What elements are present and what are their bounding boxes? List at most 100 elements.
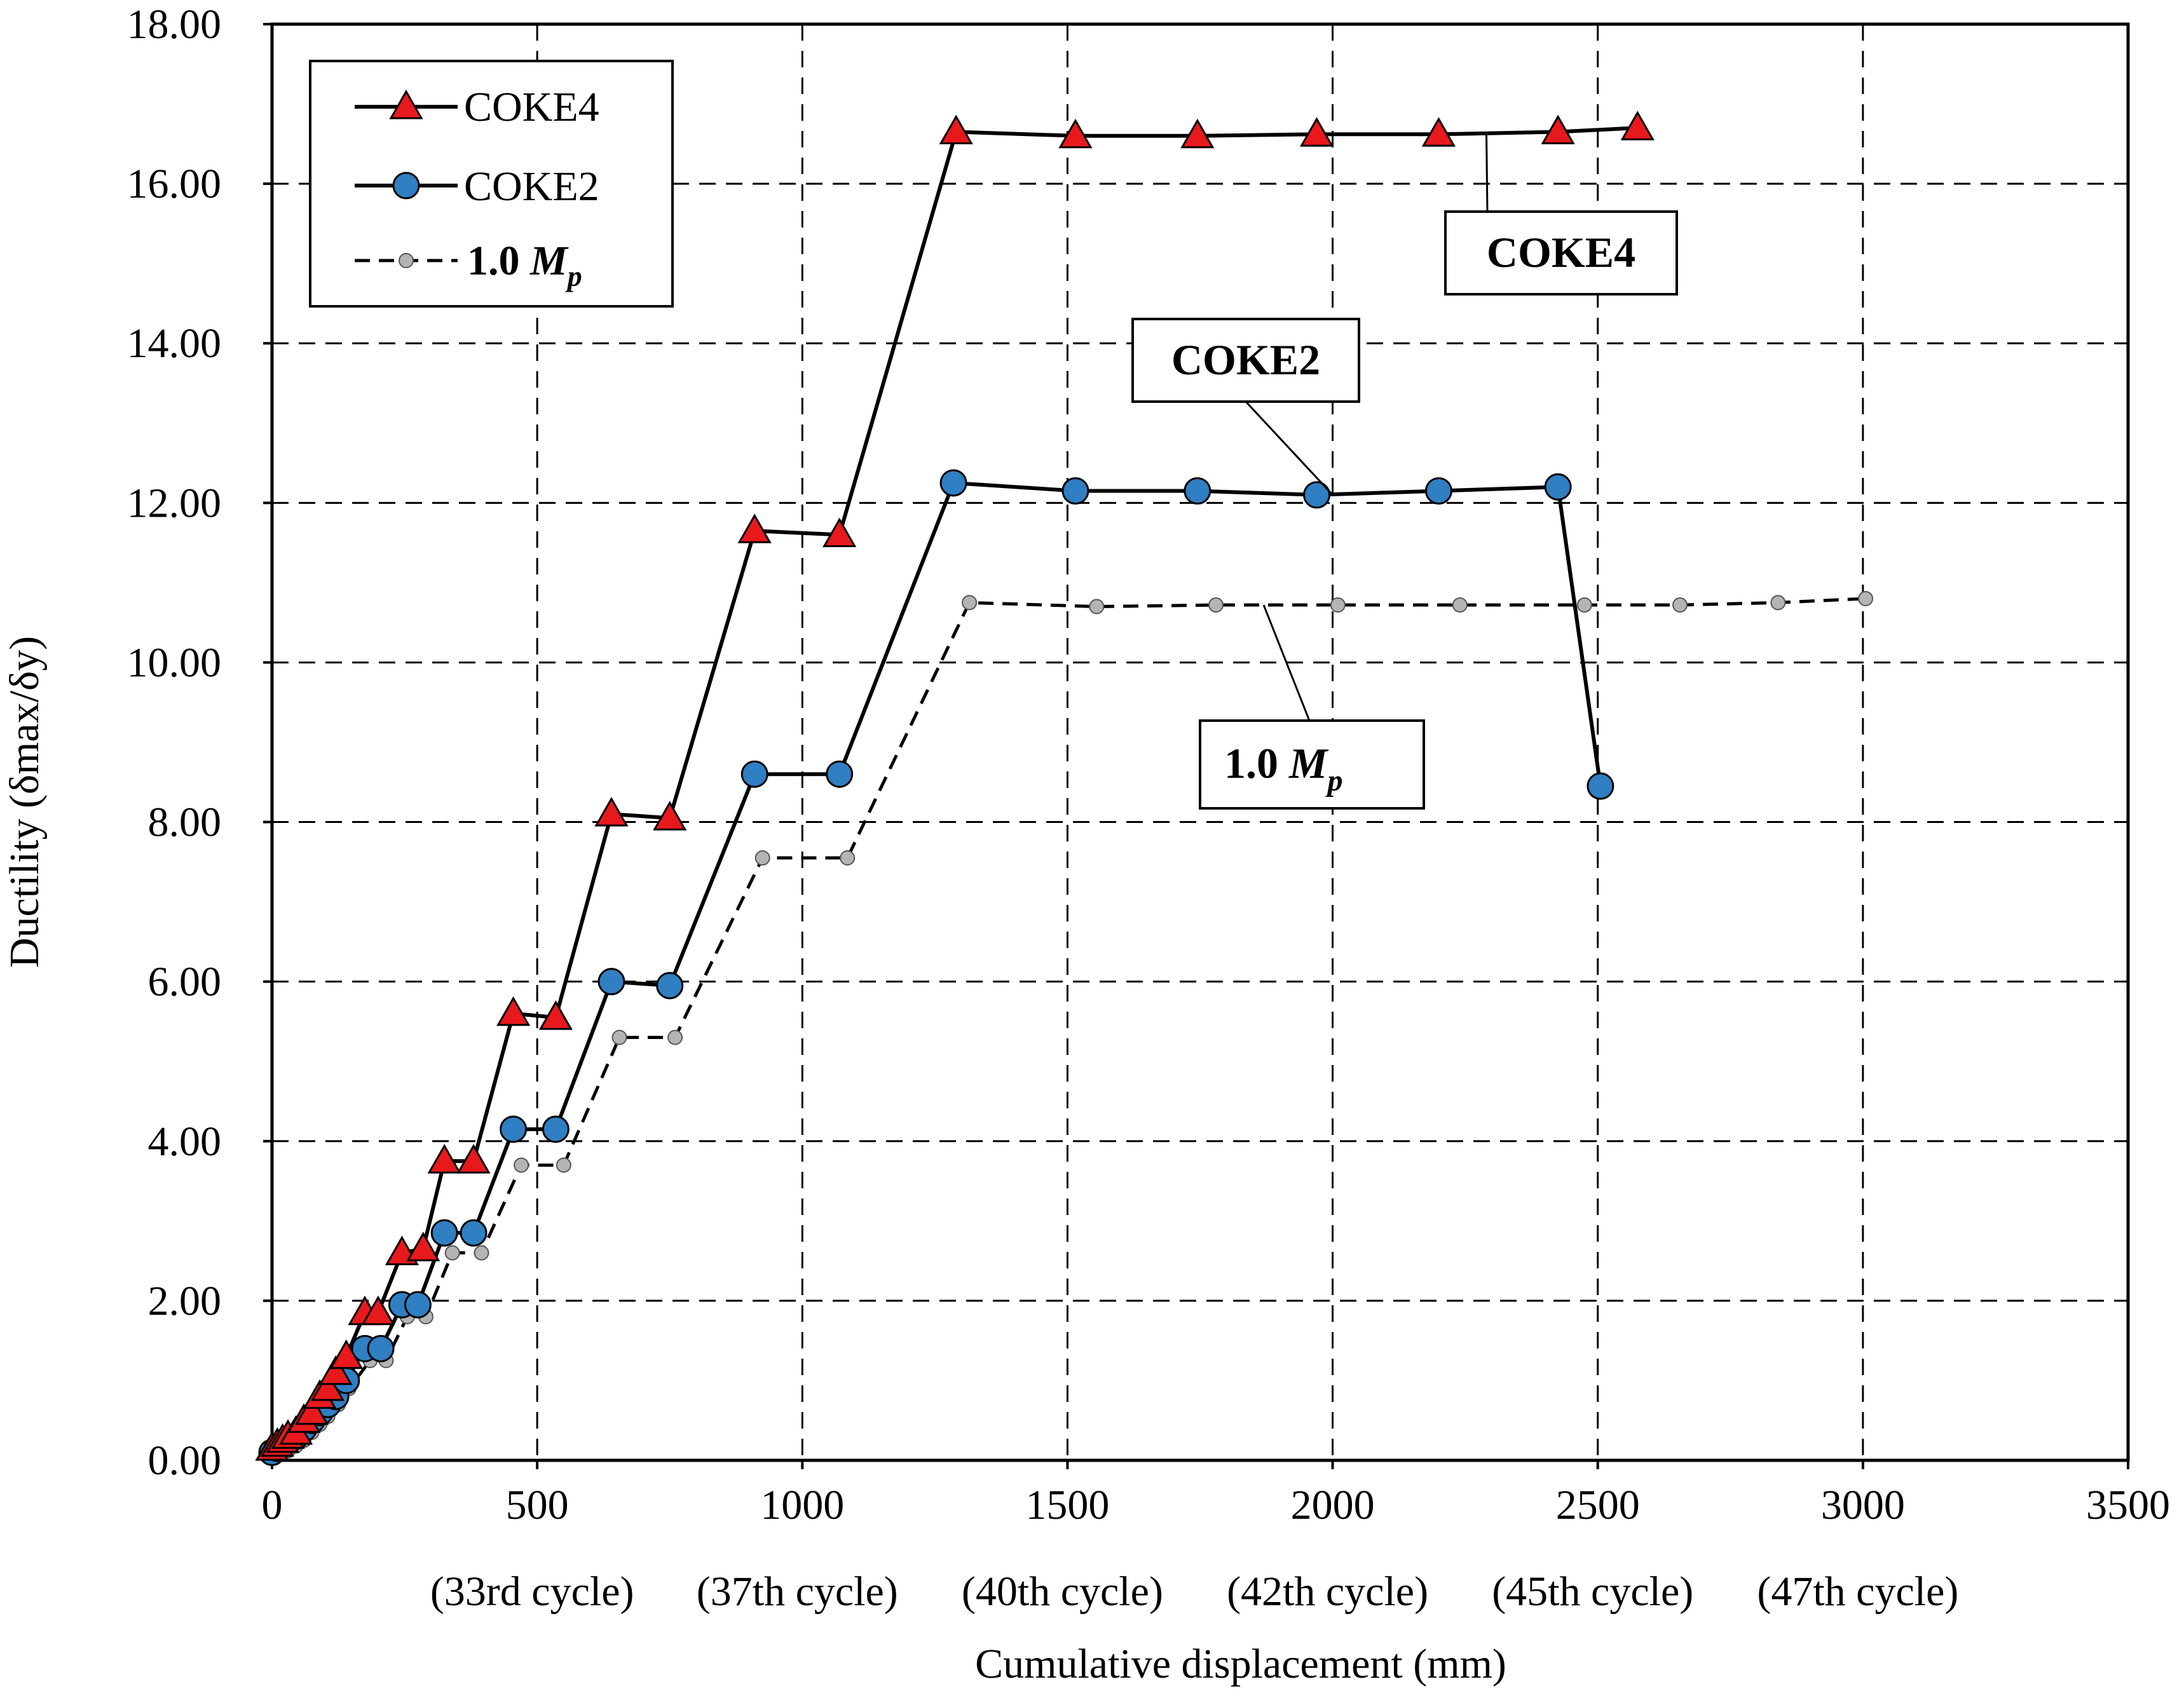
data-point-triangle [594,796,629,827]
series-coke4 [255,111,1655,1461]
data-point-triangle [361,1295,395,1326]
legend-mp-italic: M [529,238,569,284]
data-point-circle [1424,477,1452,505]
y-tick-label: 18.00 [127,1,222,48]
data-point-small [1452,597,1468,613]
callout-leaders [1245,134,1489,721]
data-point-circle [741,760,768,788]
data-point-triangle [1541,114,1575,144]
cycle-label: (40th cycle) [962,1568,1163,1615]
y-tick-label: 14.00 [127,320,222,367]
y-axis-ticks: 0.00 2.00 4.00 6.00 8.00 10.00 12.00 14.00 16.00… [127,1,272,1484]
series-layer [255,111,1874,1466]
data-point-small [1330,597,1346,613]
y-tick-label: 12.00 [127,480,222,526]
data-point-triangle [822,517,857,548]
x-axis-ticks: 0 500 1000 1500 2000 2500 3000 3500 [262,1460,2170,1528]
data-point-triangle [389,89,423,119]
x-tick-label: 3500 [2086,1482,2170,1528]
x-tick-label: 2500 [1556,1482,1640,1528]
legend-symbols [355,89,458,268]
legend-mp-sub: p [565,260,582,292]
data-point-circle [404,1291,432,1319]
y-tick-label: 4.00 [148,1118,222,1165]
callout-coke4-box [1444,210,1678,295]
data-point-triangle [496,996,531,1026]
x-tick-label: 0 [262,1482,283,1528]
cycle-label: (45th cycle) [1492,1568,1693,1615]
data-point-small [474,1245,489,1261]
cycle-label: (37th cycle) [697,1568,898,1615]
x-axis-title: Cumulative displacement (mm) [975,1641,1506,1687]
cycle-label: (33rd cycle) [430,1568,634,1615]
data-point-triangle [329,1339,364,1369]
data-point-circle [460,1219,488,1247]
data-point-circle [542,1115,570,1143]
data-point-circle [1303,481,1331,509]
callout-coke2-text: COKE2 [1171,336,1320,384]
data-point-triangle [653,801,687,831]
legend: COKE4 COKE2 1.0 Mp [309,60,674,308]
callout-mp-italic: M [1288,739,1329,787]
data-point-circle [1587,772,1614,800]
data-point-circle [392,172,420,200]
x-tick-label: 1500 [1025,1482,1109,1528]
data-point-small [754,850,770,866]
data-point-small [556,1157,571,1173]
y-tick-label: 8.00 [148,799,222,846]
data-point-circle [500,1115,528,1143]
data-point-small [1672,597,1688,613]
data-point-triangle [311,1371,345,1401]
data-point-triangle [1299,117,1334,147]
legend-label-coke4: COKE4 [464,84,599,130]
callout-coke2-box [1131,318,1360,403]
data-point-triangle [939,114,973,144]
data-point-triangle [406,1232,440,1261]
data-point-triangle [538,1000,573,1030]
data-point-small [611,1029,627,1045]
plot-frame [270,22,2130,1462]
y-axis-title: Ductility (δmax/δy) [1,636,48,968]
callout-mp: 1.0 Mp [1199,719,1425,810]
legend-label-coke2: COKE2 [464,163,599,210]
legend-label-mp: 1.0 Mp [467,238,582,292]
x-tick-label: 500 [506,1482,569,1528]
y-tick-label: 16.00 [127,161,222,207]
data-point-circle [597,968,625,996]
data-point-small [1576,597,1592,613]
data-point-circle [430,1219,458,1247]
callout-mp-box [1199,719,1425,810]
data-point-circle [939,469,967,497]
cycle-label: (42th cycle) [1227,1568,1428,1615]
data-point-small [514,1157,529,1173]
legend-mp-prefix: 1.0 [467,238,530,284]
data-point-triangle [1620,111,1655,140]
data-point-small [444,1245,460,1261]
callout-coke4: COKE4 [1444,210,1678,295]
cycle-label: (47th cycle) [1757,1568,1958,1615]
data-point-small [1770,595,1786,611]
y-tick-label: 6.00 [148,959,222,1005]
callout-mp-prefix: 1.0 [1224,739,1289,787]
y-tick-label: 0.00 [148,1437,222,1484]
data-point-circle [367,1334,395,1362]
data-point-small [840,850,856,866]
data-point-small [667,1029,683,1045]
data-point-circle [826,760,854,788]
data-point-triangle [1421,117,1456,147]
data-point-circle [656,972,684,1000]
callout-leader-1 [1245,400,1334,496]
callout-leader-2 [1262,604,1311,721]
data-point-small [1089,599,1105,615]
y-tick-label: 2.00 [148,1278,222,1324]
data-point-triangle [737,513,772,543]
data-point-triangle [294,1395,329,1425]
data-point-triangle [427,1144,461,1174]
callout-mp-text: 1.0 Mp [1224,739,1342,798]
callout-coke4-text: COKE4 [1487,228,1635,276]
x-tick-label: 2000 [1291,1482,1375,1528]
x-tick-label: 1000 [760,1482,844,1528]
data-point-circle [1061,477,1089,505]
callout-coke2: COKE2 [1131,318,1360,403]
